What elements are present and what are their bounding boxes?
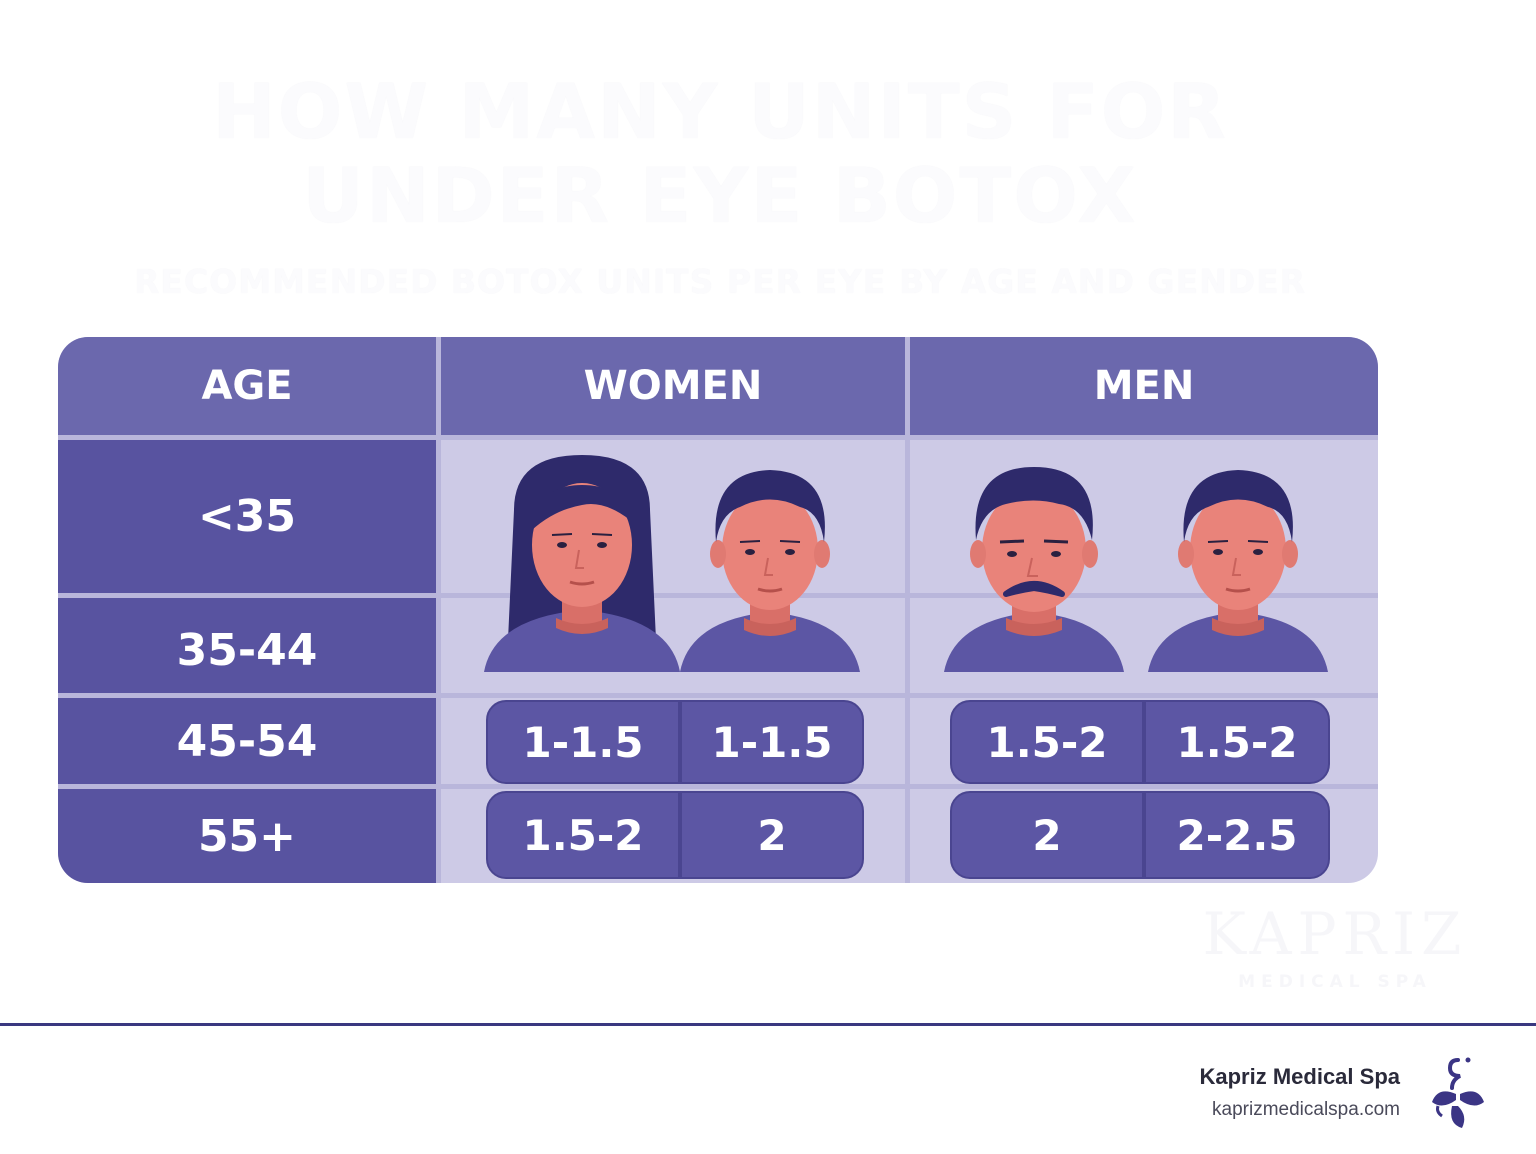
- header-women: WOMEN: [441, 337, 905, 435]
- age-row-under-35: <35: [58, 440, 436, 593]
- grid-line: [905, 337, 910, 883]
- woman-avatar-icon: [484, 455, 680, 672]
- men-55-plus-a: 2: [950, 791, 1144, 879]
- age-row-55-plus: 55+: [58, 789, 436, 883]
- grid-line: [58, 784, 1378, 789]
- header-age: AGE: [58, 337, 436, 435]
- watermark-name: KAPRIZ: [1202, 900, 1468, 968]
- mustache-man-avatar-icon: [944, 467, 1124, 672]
- grid-line: [58, 435, 1378, 440]
- footer-brand-name: Kapriz Medical Spa: [1199, 1064, 1400, 1089]
- kapriz-logo-icon: [1432, 1057, 1484, 1128]
- men-45-54-a: 1.5-2: [950, 700, 1144, 784]
- women-55-plus-b: 2: [680, 791, 864, 879]
- women-45-54-a: 1-1.5: [486, 700, 680, 784]
- age-row-35-44: 35-44: [58, 598, 436, 693]
- watermark-sub: MEDICAL SPA: [1238, 972, 1432, 992]
- page-subtitle: RECOMMENDED BOTOX UNITS PER EYE BY AGE A…: [134, 262, 1306, 301]
- women-55-plus-a: 1.5-2: [486, 791, 680, 879]
- men-45-54-b: 1.5-2: [1144, 700, 1330, 784]
- age-row-45-54: 45-54: [58, 698, 436, 784]
- women-45-54-b: 1-1.5: [680, 700, 864, 784]
- grid-line: [58, 693, 1378, 698]
- men-55-plus-b: 2-2.5: [1144, 791, 1330, 879]
- grid-line: [436, 337, 441, 883]
- header-men: MEN: [910, 337, 1378, 435]
- grid-line: [58, 593, 1378, 598]
- footer-divider: [0, 1023, 1536, 1026]
- young-person-avatar-icon: [680, 470, 860, 672]
- page-title: HOW MANY UNITS FOR UNDER EYE BOTOX: [212, 67, 1228, 240]
- footer-brand-url[interactable]: kaprizmedicalspa.com: [1212, 1099, 1400, 1120]
- units-table: AGE WOMEN MEN <35 35-44 45-54 55+: [58, 337, 1378, 883]
- young-man-avatar-icon: [1148, 470, 1328, 672]
